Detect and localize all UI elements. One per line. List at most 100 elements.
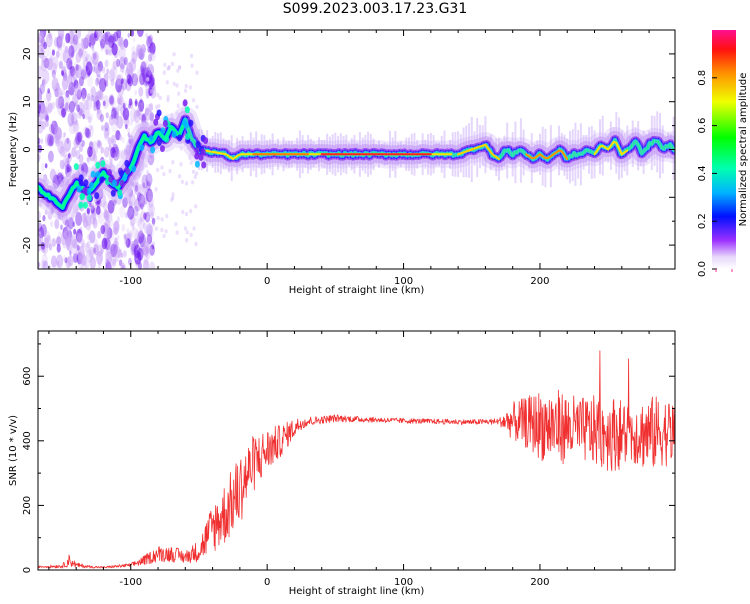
spectral-blob [150,52,154,57]
spectral-blob [119,63,125,73]
spectral-blob [154,226,159,231]
spectral-blob [47,234,51,241]
spectral-blob [145,85,149,91]
spectral-blob [126,62,134,77]
spectral-blob [54,126,62,141]
spectral-blob [64,92,71,104]
spectral-blob [38,137,41,144]
spectral-blob [151,217,156,225]
spectral-blob [92,99,96,105]
spectral-blob [121,136,125,144]
spectral-blob [121,68,125,75]
spectral-blob [129,119,134,126]
spectral-blob [142,244,150,257]
spectral-blob [108,263,114,269]
ridge-blob [108,175,114,183]
ridge-blob [194,160,200,168]
spectral-blob [147,67,152,76]
spectral-blob [58,60,63,69]
spectral-blob [38,110,41,118]
spectral-blob [47,88,51,94]
spectral-blob [81,139,85,147]
spectral-blob [139,65,145,75]
spectral-blob [41,78,47,88]
spectral-blob [72,34,79,46]
spectral-blob [75,119,79,127]
spectral-blob [123,38,129,48]
snr-ylabel: SNR (10 * v/v) [8,415,19,486]
spectral-blob [38,210,41,221]
spectral-blob [146,175,150,181]
spectral-blob [64,157,70,169]
ridge-blob [201,161,207,169]
spectral-blob [113,31,119,42]
spectral-blob [145,33,148,39]
spectral-blob [119,56,126,70]
spectral-blob [157,103,161,109]
spectral-blob [58,135,66,150]
spectral-blob [71,112,78,125]
spectral-blob [119,95,124,106]
spectral-blob [139,184,143,190]
spectral-blob [108,69,115,82]
snr-ytick-label: 600 [22,367,33,386]
spectral-blob [73,101,77,107]
spectral-blob [179,162,183,167]
spectral-blob [113,199,117,206]
spectrogram-ytick-label: 0 [22,146,33,152]
spectral-blob [150,245,153,252]
colorbar-tick-label: 0.8 [697,70,708,86]
spectral-blob [140,61,148,75]
spectral-blob [49,168,57,182]
spectral-blob [77,260,84,269]
spectral-blob [149,103,154,108]
spectral-blob [81,37,88,50]
spectral-blob [69,250,72,256]
spectral-blob [74,100,78,106]
spectral-blob [44,235,52,249]
spectral-blob [95,99,101,110]
spectral-blob [64,45,69,53]
spectral-blob [107,241,112,251]
spectral-blob [137,193,145,208]
spectral-blob [138,112,143,121]
spectral-blob [136,106,141,115]
spectral-blob [89,33,96,46]
spectral-blob [84,127,90,138]
spectral-blob [144,242,148,247]
spectral-blob [195,70,199,75]
spectral-blob [85,61,93,76]
spectral-blob [43,41,47,50]
spectral-blob [67,254,74,267]
spectral-blob [118,134,123,141]
spectral-blob [88,42,92,48]
spectral-blob [116,74,122,86]
spectral-blob [82,60,86,67]
ridge-blob [200,148,206,156]
spectral-blob [60,224,63,230]
spectral-blob [136,192,142,202]
spectral-blob [64,219,70,228]
spectral-blob [40,162,46,172]
spectral-blob [40,30,44,36]
spectral-blob [127,32,130,38]
spectral-blob [172,52,176,57]
spectral-blob [97,230,102,239]
ridge-blob [177,134,183,142]
spectral-blob [42,260,49,269]
spectral-blob [156,215,160,221]
spectral-blob [170,197,174,203]
spectral-blob [108,114,115,126]
spectral-blob [110,114,114,120]
snr-xtick-label: -100 [119,577,142,588]
spectral-blob [165,80,169,85]
spectral-blob [116,30,122,39]
spectral-blob [60,231,68,246]
spectral-blob [42,109,48,121]
ridge-blob [203,137,209,145]
colorbar-tick-label: 0.6 [697,118,708,134]
spectral-blob [134,100,138,107]
spectral-blob [45,120,49,128]
spectral-blob [131,224,135,231]
spectral-blob [142,64,147,73]
